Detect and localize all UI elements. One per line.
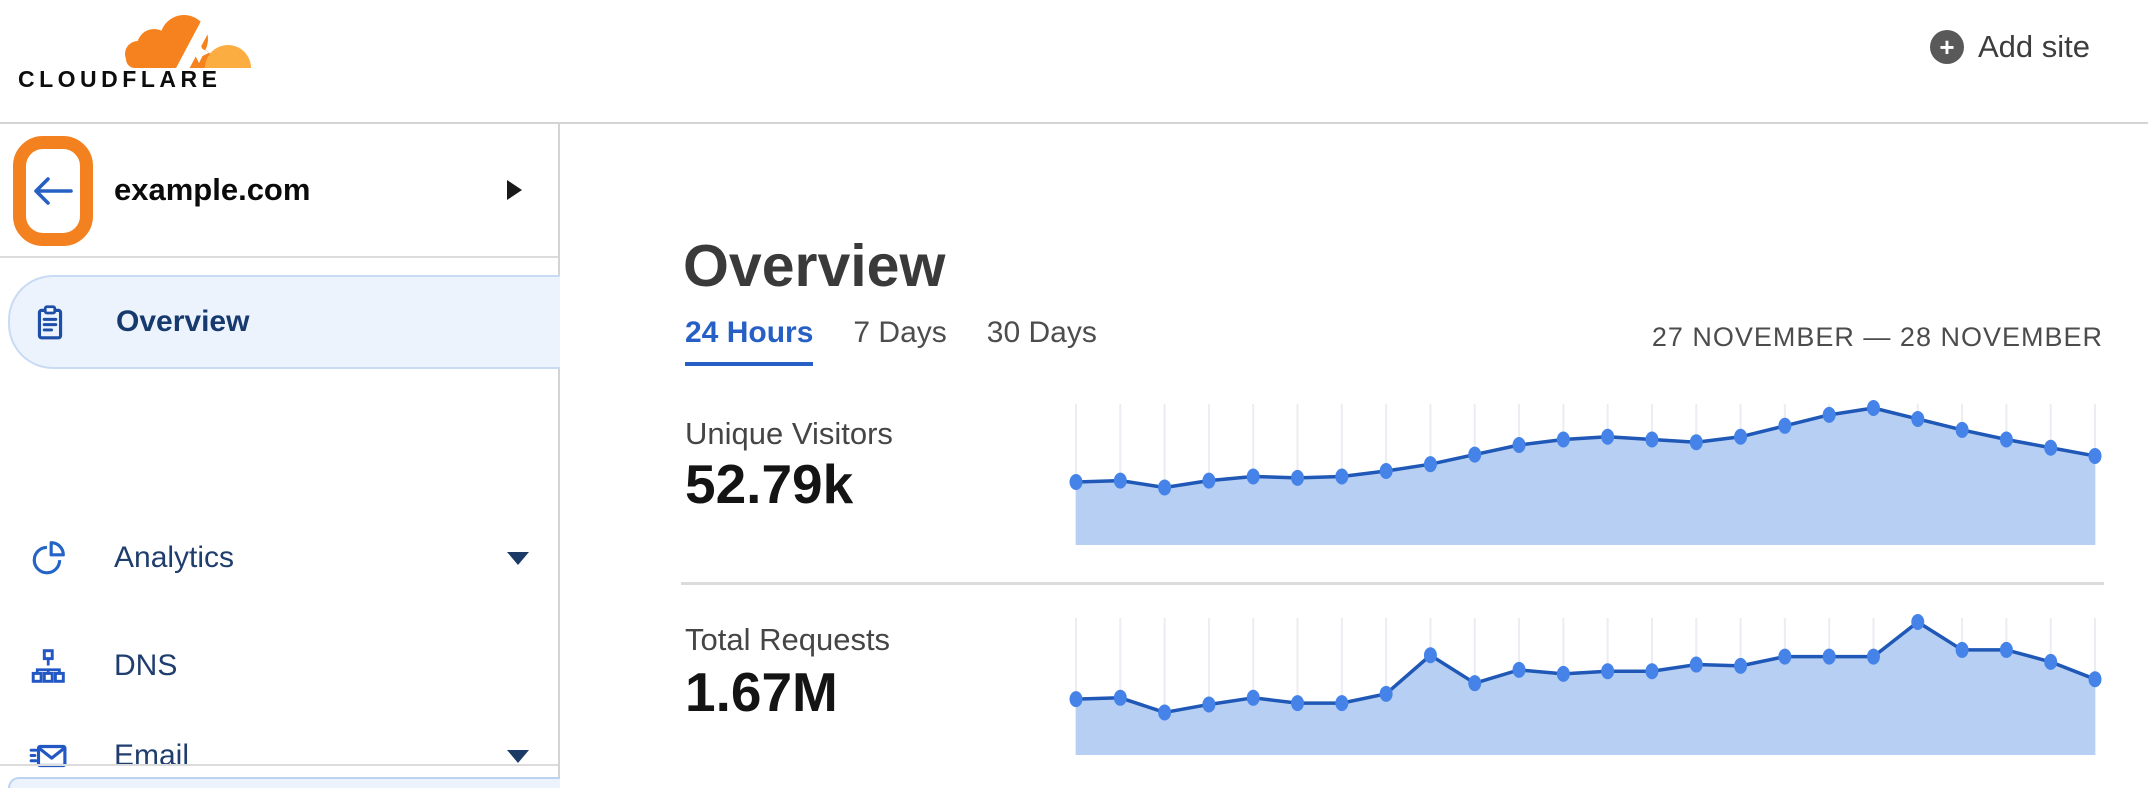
total-requests-value: 1.67M — [685, 661, 838, 723]
sidebar-item-label: DNS — [114, 649, 178, 682]
back-button-highlight[interactable] — [13, 136, 93, 246]
time-range-tabs: 24 Hours 7 Days 30 Days — [685, 316, 1097, 366]
site-header: example.com — [0, 124, 558, 258]
network-tree-icon — [28, 646, 68, 686]
tab-7-days[interactable]: 7 Days — [853, 316, 947, 349]
tab-24-hours[interactable]: 24 Hours — [685, 316, 814, 366]
top-header: CLOUDFLARE + Add site — [0, 0, 2148, 124]
envelope-icon — [28, 736, 68, 776]
unique-visitors-label: Unique Visitors — [685, 416, 893, 451]
date-range-label: 27 NOVEMBER — 28 NOVEMBER — [1651, 322, 2103, 352]
sidebar-item-label: Analytics — [114, 541, 235, 574]
add-site-label: Add site — [1977, 29, 2090, 64]
next-item-partial — [8, 777, 560, 788]
site-name[interactable]: example.com — [114, 172, 311, 207]
caret-right-icon[interactable] — [507, 180, 522, 200]
cloudflare-logo[interactable]: CLOUDFLARE — [18, 4, 262, 96]
back-arrow-icon — [34, 177, 73, 205]
clipboard-icon — [30, 302, 70, 342]
sidebar-item-label: Overview — [116, 305, 250, 338]
tab-30-days[interactable]: 30 Days — [986, 316, 1097, 349]
sidebar-item-overview[interactable]: Overview — [8, 275, 560, 369]
pie-chart-icon — [28, 538, 68, 578]
sidebar-item-label: Email — [114, 739, 190, 772]
unique-visitors-chart[interactable] — [1068, 398, 2103, 550]
add-site-button[interactable]: + Add site — [1929, 24, 2090, 70]
logo-wordmark: CLOUDFLARE — [18, 66, 222, 92]
total-requests-label: Total Requests — [685, 622, 891, 657]
sidebar-item-dns[interactable]: DNS — [0, 621, 558, 711]
caret-down-icon — [507, 551, 529, 565]
metrics-divider — [681, 582, 2104, 585]
caret-down-icon — [507, 749, 529, 763]
total-requests-chart[interactable] — [1068, 612, 2103, 760]
page-title: Overview — [683, 232, 946, 299]
cloudflare-cloud-icon — [125, 15, 251, 68]
sidebar: example.com Overview Analytics — [0, 124, 560, 788]
sidebar-divider — [0, 764, 558, 766]
unique-visitors-value: 52.79k — [685, 453, 854, 515]
plus-icon: + — [1929, 30, 1964, 64]
sidebar-item-analytics[interactable]: Analytics — [0, 513, 558, 603]
